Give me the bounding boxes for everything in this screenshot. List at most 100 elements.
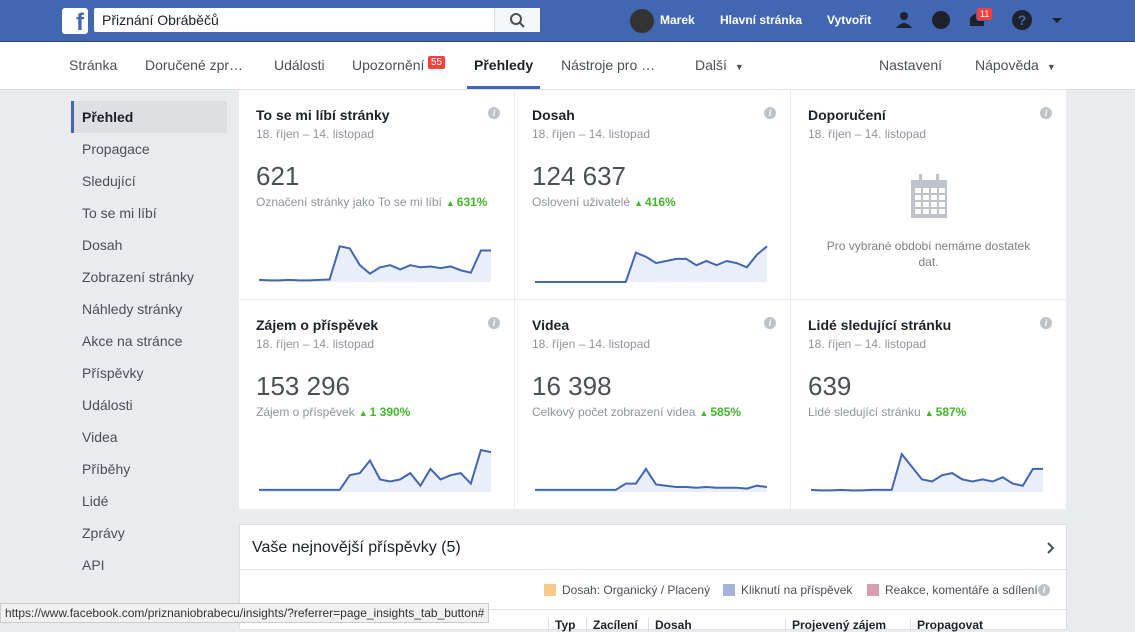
- nav-right[interactable]: Nápověda ▼: [975, 57, 1056, 73]
- sidebar-item[interactable]: Sledující: [82, 173, 136, 189]
- page-nav: Stránka Doručené zpr… Události Upozornění Př…: [0, 42, 1135, 90]
- legend-swatch: [544, 584, 556, 596]
- svg-text:?: ?: [1018, 12, 1027, 28]
- sparkline-area: [535, 246, 767, 282]
- change: 631%: [456, 195, 488, 209]
- sidebar-item[interactable]: Propagace: [82, 141, 150, 157]
- info-icon[interactable]: i: [488, 107, 500, 119]
- legend-swatch: [723, 584, 735, 596]
- sidebar-item[interactable]: Akce na stránce: [82, 333, 183, 349]
- card-title: Videa: [532, 317, 570, 333]
- sidebar-item[interactable]: Zprávy: [82, 525, 125, 541]
- sidebar-item[interactable]: Příběhy: [82, 461, 131, 477]
- legend-swatch: [867, 584, 879, 596]
- create-link[interactable]: Vytvořit: [827, 13, 872, 27]
- card-date: 18. říjen – 14. listopad: [532, 337, 651, 351]
- card-label: Oslovení uživatelé ▲ 416%: [532, 195, 676, 209]
- trend-arrow: ▲: [634, 198, 643, 208]
- metric-card[interactable]: Zájem o příspěvek 18. říjen – 14. listopa…: [239, 300, 514, 509]
- posts-header[interactable]: Vaše nejnovější příspěvky (5): [239, 524, 1067, 570]
- posts-title: Vaše nejnovější příspěvky (5): [252, 539, 461, 556]
- metric-card[interactable]: To se mi líbí stránky 18. říjen – 14. lis…: [239, 90, 514, 299]
- sidebar-item[interactable]: Náhledy stránky: [82, 301, 183, 317]
- card-title: Doporučení: [808, 107, 886, 123]
- sidebar-item[interactable]: To se mi líbí: [82, 205, 157, 221]
- card-label: Zájem o příspěvek ▲ 1 390%: [256, 405, 411, 419]
- card-label: Celkový počet zobrazení videa ▲ 585%: [532, 405, 742, 419]
- sidebar-item[interactable]: Lidé: [82, 493, 109, 509]
- info-icon[interactable]: i: [764, 107, 776, 119]
- active-item: [71, 101, 227, 133]
- sparkline-line: [259, 448, 492, 491]
- sparkline-area: [811, 454, 1043, 492]
- metric-card[interactable]: Lidé sledující stránku 18. říjen – 14. li…: [791, 300, 1066, 509]
- search-box[interactable]: Přiznání Obráběčů: [94, 8, 540, 32]
- trend-arrow: ▲: [924, 408, 934, 418]
- empty-message: Pro vybrané období nemáme dostatek dat.: [826, 239, 1031, 269]
- info-icon[interactable]: i: [1038, 584, 1050, 596]
- avatar[interactable]: [630, 9, 654, 33]
- card-value: 153 296: [256, 371, 350, 401]
- card-title: To se mi líbí stránky: [256, 107, 390, 123]
- card-date: 18. říjen – 14. listopad: [256, 337, 375, 351]
- card-date: 18. říjen – 14. listopad: [808, 127, 927, 141]
- sparkline-line: [535, 245, 768, 283]
- info-icon[interactable]: i: [488, 317, 500, 329]
- sidebar-item[interactable]: Videa: [82, 429, 118, 445]
- nav-tab[interactable]: Další ▼: [695, 57, 744, 73]
- card-value: 621: [256, 161, 300, 191]
- card-value: 16 398: [532, 371, 612, 401]
- home-link[interactable]: Hlavní stránka: [720, 13, 803, 27]
- notification-badge: 11: [976, 7, 994, 21]
- change: 416%: [644, 195, 676, 209]
- status-bar: https://www.facebook.com/priznaniobrabec…: [0, 603, 490, 623]
- card-title: Dosah: [532, 107, 575, 123]
- search-icon: [510, 13, 525, 28]
- card-value: 124 637: [532, 161, 626, 191]
- card-title: Zájem o příspěvek: [256, 317, 379, 333]
- sidebar-item[interactable]: Příspěvky: [82, 365, 144, 381]
- info-icon[interactable]: i: [764, 317, 776, 329]
- info-icon[interactable]: i: [1040, 317, 1052, 329]
- chevron: [1047, 542, 1055, 554]
- top-bar: f Přiznání Obráběčů Marek Hlavní stránka…: [0, 0, 1135, 42]
- sidebar-item[interactable]: Přehled: [82, 109, 134, 125]
- trend-arrow: ▲: [358, 408, 368, 418]
- nav-tab[interactable]: Upozornění: [352, 57, 425, 73]
- nav-tab[interactable]: Stránka: [69, 57, 118, 73]
- legend-label: Reakce, komentáře a sdílení: [885, 583, 1038, 597]
- sparkline-line: [258, 245, 491, 282]
- nav-tab[interactable]: Doručené zpr…: [145, 57, 244, 73]
- metric-card[interactable]: Doporučení 18. říjen – 14. listopad i Pro v…: [791, 90, 1066, 299]
- badge: 55: [428, 56, 446, 69]
- card-date: 18. říjen – 14. listopad: [256, 127, 375, 141]
- search-button[interactable]: [494, 8, 540, 32]
- trend-arrow: ▲: [445, 198, 455, 208]
- trend-arrow: ▲: [699, 408, 709, 418]
- nav-tab[interactable]: Události: [274, 57, 325, 73]
- sidebar-item[interactable]: Události: [82, 397, 133, 413]
- change: 587%: [935, 405, 967, 419]
- metric-card[interactable]: Dosah 18. říjen – 14. listopad i 124 637 Osl…: [515, 90, 790, 299]
- sparkline: [259, 448, 492, 492]
- nav-tab[interactable]: Přehledy: [474, 57, 534, 73]
- card-date: 18. říjen – 14. listopad: [532, 127, 651, 141]
- info-icon[interactable]: i: [1040, 107, 1052, 119]
- metric-card[interactable]: Videa 18. říjen – 14. listopad i 16 398 Celk…: [515, 300, 790, 509]
- sidebar-item[interactable]: Zobrazení stránky: [82, 269, 195, 285]
- legend-label: Dosah: Organický / Placený: [562, 583, 711, 597]
- caret: ▼: [734, 62, 744, 72]
- card-value: 639: [808, 371, 852, 401]
- sparkline: [810, 452, 1043, 492]
- nav-right[interactable]: Nastavení: [879, 57, 943, 73]
- card-label: Lidé sledující stránku ▲ 587%: [808, 405, 967, 419]
- sparkline-line: [810, 452, 1043, 492]
- user-link[interactable]: Marek: [660, 13, 695, 27]
- logo[interactable]: f: [62, 8, 88, 36]
- sparkline: [535, 245, 768, 283]
- sidebar-item[interactable]: API: [82, 557, 105, 573]
- sparkline-line: [535, 467, 768, 491]
- nav-tab[interactable]: Nástroje pro …: [561, 57, 656, 73]
- sidebar-item[interactable]: Dosah: [82, 237, 123, 253]
